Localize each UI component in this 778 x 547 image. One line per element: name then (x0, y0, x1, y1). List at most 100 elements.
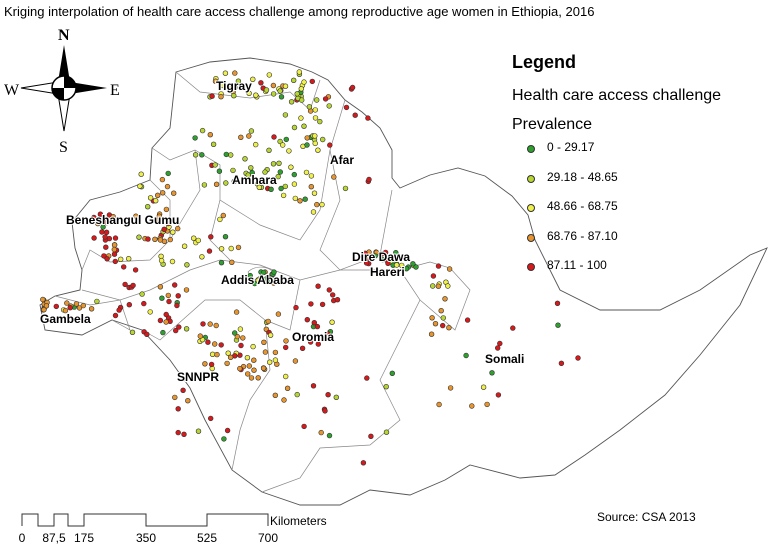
sample-point (248, 128, 255, 134)
sample-point (294, 391, 300, 398)
sample-point (275, 173, 281, 180)
sample-point (329, 319, 335, 325)
sample-point (225, 350, 231, 356)
sample-point (103, 244, 109, 250)
amhara-border (151, 99, 346, 241)
sample-point (255, 277, 261, 284)
sample-point (301, 423, 307, 430)
sample-point (231, 178, 238, 185)
legend-item-label: 68.76 - 87.10 (547, 228, 618, 243)
sample-point (229, 259, 235, 265)
sample-point (268, 186, 274, 193)
sample-point (173, 327, 179, 334)
sample-point (440, 322, 446, 329)
compass-east: E (110, 82, 120, 99)
sample-point (282, 112, 289, 118)
sample-point (326, 287, 332, 293)
sample-point (183, 287, 190, 293)
sample-point (278, 185, 284, 192)
sample-point (137, 183, 143, 189)
sample-point (292, 358, 299, 364)
sample-point (141, 300, 147, 307)
sample-point (233, 309, 240, 315)
sample-point (129, 329, 136, 335)
sample-point (246, 133, 252, 139)
sample-point (327, 142, 333, 148)
sample-point (252, 280, 258, 287)
sample-point (275, 311, 282, 317)
sample-point (435, 283, 442, 289)
sample-point (314, 97, 320, 103)
sample-point (238, 134, 244, 141)
region-label-oromia: Oromia (292, 330, 334, 344)
sample-point (307, 339, 314, 345)
sample-point (218, 260, 225, 266)
sample-point (132, 267, 139, 273)
sample-point (250, 76, 256, 83)
sample-point (208, 234, 214, 240)
sample-point (147, 195, 154, 201)
sample-point (349, 84, 356, 91)
sample-point (126, 302, 133, 308)
region-label-somali: Somali (485, 352, 524, 366)
sample-point (319, 301, 326, 308)
sample-point (112, 235, 119, 241)
sample-point (284, 385, 291, 391)
sample-point (209, 93, 215, 99)
sample-point (234, 333, 241, 340)
sample-point (97, 211, 104, 217)
sample-point (213, 181, 220, 188)
sample-point (248, 165, 254, 171)
sample-point (263, 87, 270, 93)
sample-point (270, 91, 277, 97)
sample-point (446, 266, 453, 272)
sample-point (73, 301, 80, 307)
sample-point (228, 245, 234, 252)
sample-point (167, 236, 174, 243)
sample-point (117, 256, 124, 262)
sample-point (212, 162, 218, 168)
sample-point (310, 383, 317, 389)
sample-point (245, 172, 251, 178)
sample-point (464, 317, 471, 323)
sample-point (324, 330, 331, 337)
sample-point (267, 332, 274, 338)
sample-point (291, 77, 297, 84)
sample-point (382, 249, 389, 256)
sample-point (271, 134, 277, 140)
sample-point (288, 164, 294, 170)
sample-point (67, 305, 73, 311)
sample-point (311, 320, 317, 326)
sample-point (111, 251, 118, 257)
sample-point (318, 429, 324, 436)
sample-point (197, 333, 204, 339)
sample-points (40, 69, 581, 466)
scale-bar (21, 513, 269, 527)
sample-point (171, 190, 177, 196)
sample-point (163, 311, 169, 318)
benishangul-border (81, 179, 171, 271)
sample-point (94, 298, 100, 305)
sample-point (489, 370, 495, 376)
sample-point (217, 216, 223, 223)
sample-point (240, 335, 246, 341)
compass-west: W (4, 82, 20, 99)
sample-point (228, 84, 234, 90)
sample-point (180, 387, 186, 393)
sample-point (436, 401, 442, 408)
north-arrow-icon: N S E W (4, 27, 120, 156)
sample-point (112, 312, 119, 319)
sample-point (248, 375, 255, 381)
sample-point (210, 141, 217, 148)
sample-point (326, 103, 332, 109)
sample-point (170, 229, 176, 235)
sample-point (392, 256, 399, 262)
sample-point (310, 209, 317, 215)
sample-point (270, 280, 277, 286)
sample-point (175, 293, 181, 299)
sample-point (315, 283, 321, 289)
sample-point (253, 92, 259, 98)
sample-point (510, 325, 516, 331)
inner-border-3 (264, 279, 301, 331)
sample-point (172, 282, 178, 288)
